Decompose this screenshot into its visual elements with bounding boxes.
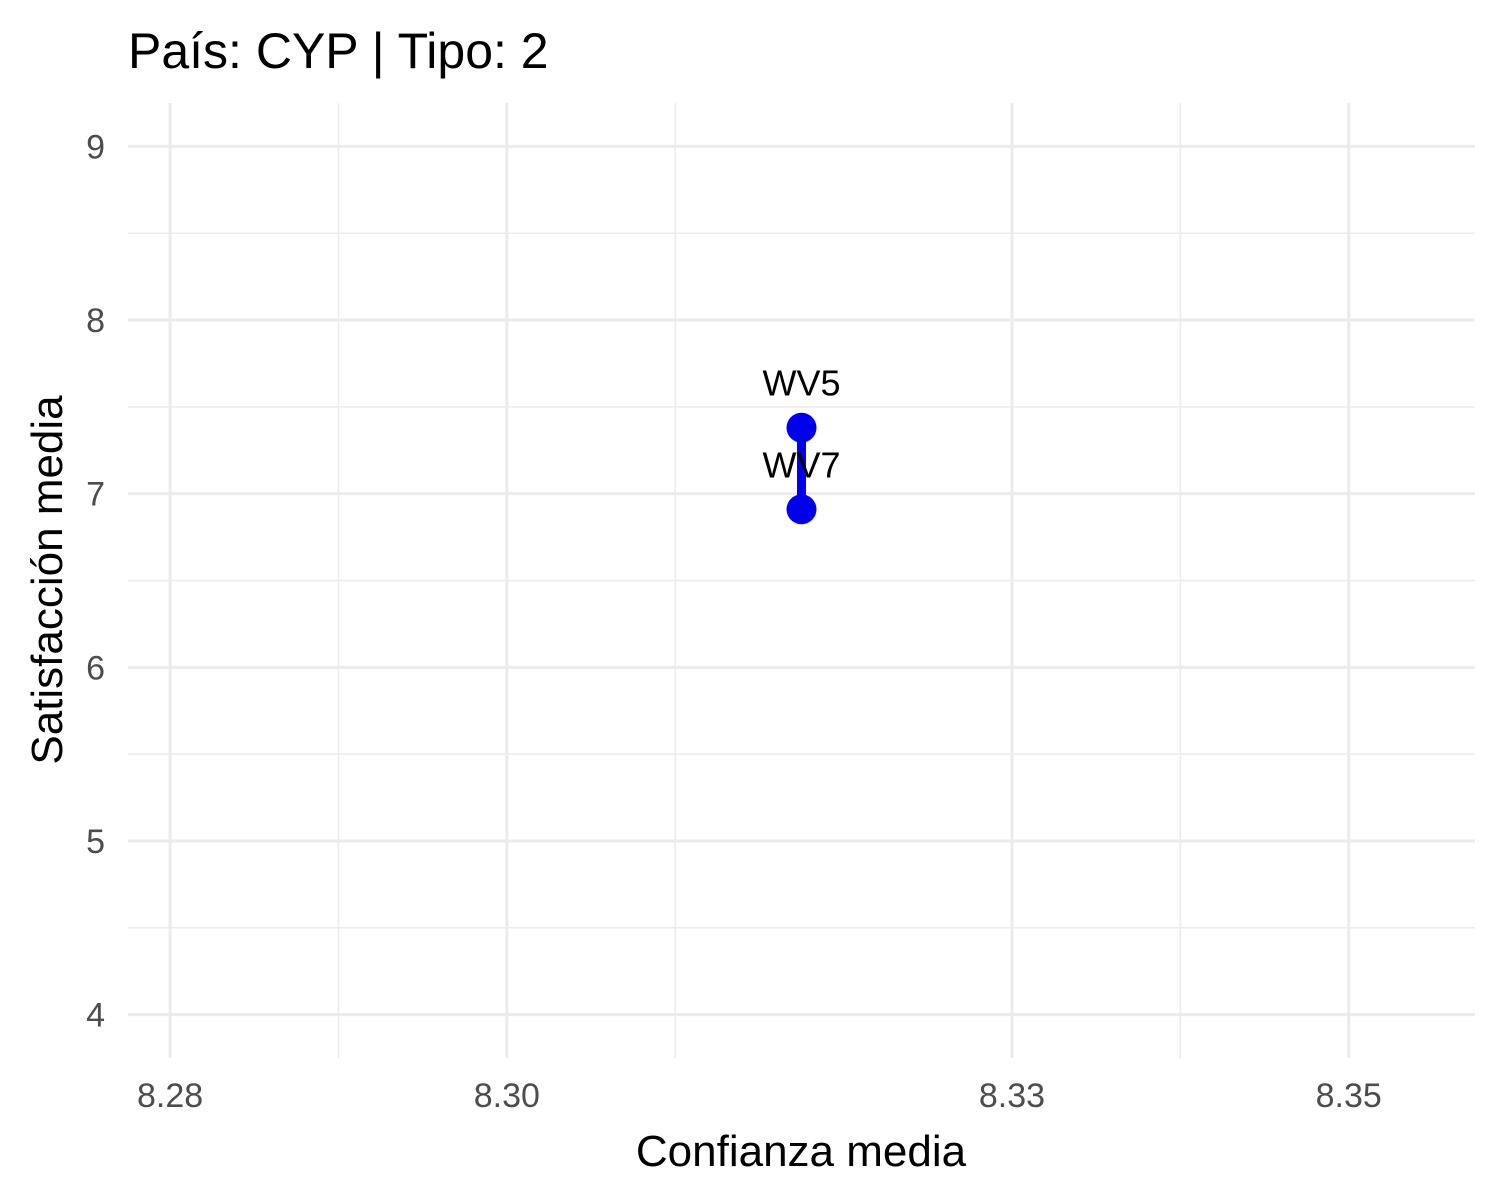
y-axis-ticks: 4 5 6 7 8 9	[86, 128, 105, 1034]
y-tick-label: 9	[86, 128, 105, 166]
x-axis-ticks: 8.28 8.30 8.33 8.35	[137, 1077, 1382, 1115]
major-gridlines	[128, 103, 1475, 1058]
x-tick-label: 8.33	[979, 1077, 1045, 1115]
y-tick-label: 7	[86, 476, 105, 514]
data-point	[786, 412, 817, 443]
y-tick-label: 6	[86, 649, 105, 687]
x-tick-label: 8.30	[474, 1077, 540, 1115]
y-tick-label: 4	[86, 997, 105, 1035]
y-axis-label: Satisfacción media	[23, 395, 72, 765]
x-tick-label: 8.35	[1316, 1077, 1382, 1115]
x-tick-label: 8.28	[137, 1077, 203, 1115]
data-point-label: WV5	[762, 363, 840, 404]
chart-title: País: CYP | Tipo: 2	[128, 23, 549, 79]
minor-gridlines	[128, 103, 1475, 1058]
data-series	[786, 412, 817, 525]
x-axis-label: Confianza media	[636, 1127, 967, 1176]
y-tick-label: 5	[86, 823, 105, 861]
data-point-label: WV7	[762, 444, 840, 485]
point-labels: WV5 WV7	[762, 363, 840, 486]
data-point	[786, 494, 817, 525]
y-tick-label: 8	[86, 302, 105, 340]
